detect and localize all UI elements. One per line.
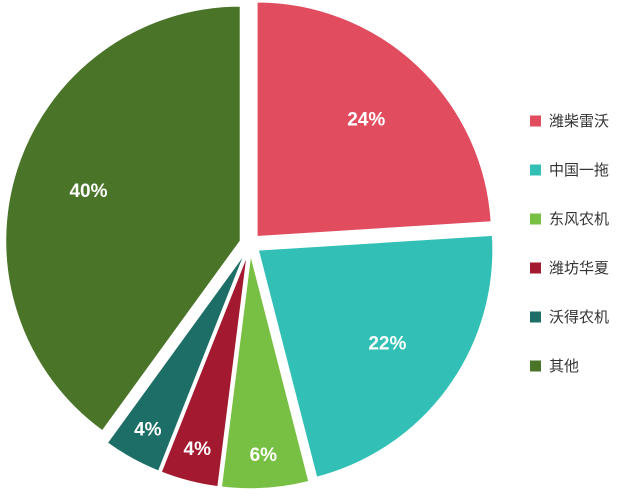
legend-swatch-1 (530, 115, 541, 127)
pie-slice-3 (220, 253, 310, 490)
legend-label-5: 沃得农机 (549, 308, 609, 326)
legend-label-1: 潍柴雷沃 (549, 112, 609, 130)
pie-slice-label-6: 40% (69, 181, 107, 202)
pie-slice-label-3: 6% (250, 445, 278, 466)
legend-label-6: 其他 (549, 357, 579, 375)
pie-slice-6 (4, 5, 242, 433)
legend-label-2: 中国一拖 (549, 161, 609, 179)
legend-swatch-5 (530, 311, 541, 323)
pie-slice-label-1: 24% (347, 110, 385, 131)
pie-slice-label-2: 22% (368, 333, 406, 354)
legend-swatch-6 (530, 360, 541, 372)
pie-slice-4 (160, 253, 249, 488)
pie-slice-5 (106, 252, 246, 473)
pie-slice-label-4: 4% (184, 439, 212, 460)
pie-slices (4, 0, 494, 490)
legend-label-3: 东风农机 (549, 210, 609, 228)
legend-label-4: 潍坊华夏 (549, 259, 609, 277)
pie-slice-1 (256, 0, 493, 238)
legend-swatch-4 (530, 262, 541, 274)
pie-slice-label-5: 4% (134, 419, 162, 440)
pie-slice-2 (257, 234, 494, 479)
pie-slice-labels: 24% 22% 6% 4% 4% 40% (69, 110, 406, 466)
legend-swatch-2 (530, 164, 541, 176)
legend-swatch-3 (530, 213, 541, 225)
